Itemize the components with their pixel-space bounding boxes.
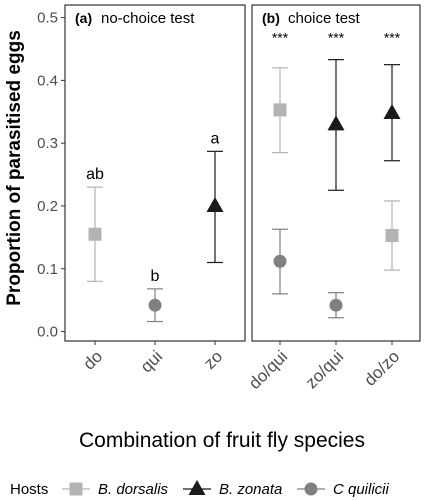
data-point-marker <box>273 103 287 117</box>
legend-marker <box>69 482 83 496</box>
x-tick-label: zo/qui <box>302 347 348 393</box>
data-point-marker <box>329 298 343 312</box>
legend-label: B. dorsalis <box>98 481 169 498</box>
data-point-zonata <box>383 64 401 162</box>
y-tick-label: 0.4 <box>37 72 58 89</box>
plot-layer: 0.0 0.1 0.2 0.3 0.4 0.5 (a) no-choice test do qui… <box>37 4 421 393</box>
x-tick-label: zo <box>200 347 226 373</box>
data-point-marker <box>88 227 102 241</box>
data-point-marker <box>383 104 401 120</box>
y-tick-label: 0.0 <box>37 324 58 341</box>
x-tick-label: do <box>79 347 106 374</box>
legend: Hosts B. dorsalis B. zonata C quilicii <box>10 480 390 498</box>
data-point-marker <box>206 196 224 212</box>
panel-title: choice test <box>288 10 361 27</box>
y-tick-label: 0.3 <box>37 135 58 152</box>
significance-letter: ab <box>86 166 104 183</box>
significance-stars: *** <box>272 30 289 46</box>
y-tick-label: 0.5 <box>37 10 58 27</box>
legend-item-zonata: B. zonata <box>183 480 282 498</box>
data-point-dorsalis: ab <box>86 166 104 282</box>
panel-a: (a) no-choice test do qui zo ab b a <box>64 4 246 376</box>
legend-item-quilicii: C quilicii <box>297 481 390 498</box>
panel-tag: (b) <box>262 10 280 26</box>
data-point-dorsalis <box>384 200 400 271</box>
legend-marker <box>188 480 206 495</box>
x-tick-label: do/qui <box>245 347 291 393</box>
y-tick-label: 0.2 <box>37 198 58 215</box>
legend-marker <box>304 482 318 496</box>
data-point-marker <box>385 228 399 242</box>
significance-letter: a <box>211 130 220 147</box>
data-point-quilicii <box>328 292 344 319</box>
data-point-marker <box>148 298 162 312</box>
legend-label: C quilicii <box>333 481 390 498</box>
panel-b: (b) choice test do/qui zo/qui do/zo *** *** *** <box>245 4 421 393</box>
y-tick-label: 0.1 <box>37 261 58 278</box>
legend-label: B. zonata <box>219 481 282 498</box>
significance-letter: b <box>151 268 160 285</box>
x-tick-label: do/zo <box>360 347 403 390</box>
data-point-zonata <box>327 59 345 191</box>
data-point-zonata: a <box>206 130 224 264</box>
panel-tag: (a) <box>75 10 92 26</box>
data-point-dorsalis <box>272 67 288 154</box>
data-point-marker <box>273 254 287 268</box>
x-axis-title: Combination of fruit fly species <box>79 429 365 452</box>
y-axis-title: Proportion of parasitised eggs <box>4 30 25 306</box>
significance-stars: *** <box>384 30 401 46</box>
legend-title: Hosts <box>10 481 48 498</box>
data-point-marker <box>327 115 345 131</box>
x-tick-label: qui <box>137 347 166 376</box>
data-point-quilicii <box>272 228 288 295</box>
significance-stars: *** <box>328 30 345 46</box>
panel-title: no-choice test <box>101 10 195 27</box>
legend-item-dorsalis: B. dorsalis <box>62 481 169 498</box>
data-point-quilicii: b <box>147 268 163 323</box>
